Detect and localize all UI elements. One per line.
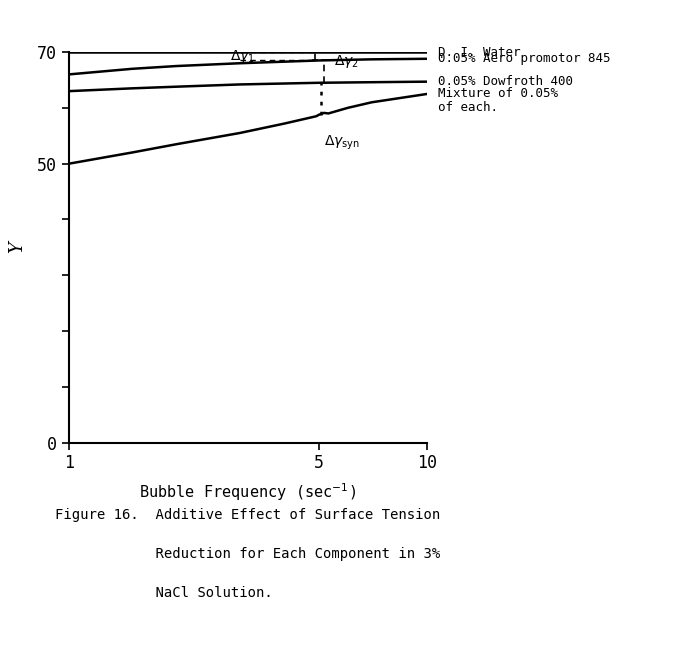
Text: Figure 16.  Additive Effect of Surface Tension: Figure 16. Additive Effect of Surface Te… — [55, 508, 440, 522]
Y-axis label: Y: Y — [8, 242, 26, 253]
Text: of each.: of each. — [438, 102, 497, 115]
Text: $\Delta\gamma_2$: $\Delta\gamma_2$ — [334, 53, 359, 70]
Text: Mixture of 0.05%: Mixture of 0.05% — [438, 87, 557, 100]
Text: 0.05% Dowfroth 400: 0.05% Dowfroth 400 — [438, 75, 573, 88]
Text: $\Delta\gamma_1$: $\Delta\gamma_1$ — [229, 48, 255, 64]
Text: NaCl Solution.: NaCl Solution. — [55, 586, 273, 600]
X-axis label: Bubble Frequency (sec$^{-1}$): Bubble Frequency (sec$^{-1}$) — [139, 481, 357, 503]
Text: 0.05% Aero promotor 845: 0.05% Aero promotor 845 — [438, 52, 610, 65]
Text: D. I. Water: D. I. Water — [438, 46, 520, 59]
Text: Reduction for Each Component in 3%: Reduction for Each Component in 3% — [55, 547, 440, 561]
Text: $\Delta\gamma_{\rm syn}$: $\Delta\gamma_{\rm syn}$ — [324, 134, 360, 152]
